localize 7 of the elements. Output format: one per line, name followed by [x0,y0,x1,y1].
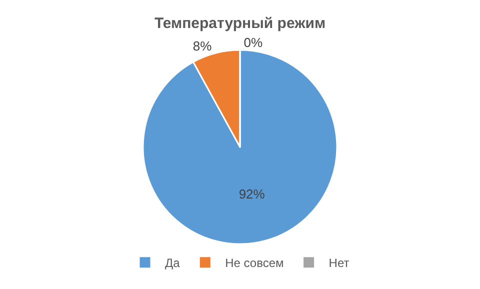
legend-label: Не совсем [225,256,284,270]
text: 0% [244,35,263,50]
data-label: 8% [192,38,212,54]
chart-title: Температурный режим [154,14,326,32]
legend-label: Да [165,256,180,270]
legend-label: Нет [328,256,350,270]
data-label: 92% [238,186,266,202]
